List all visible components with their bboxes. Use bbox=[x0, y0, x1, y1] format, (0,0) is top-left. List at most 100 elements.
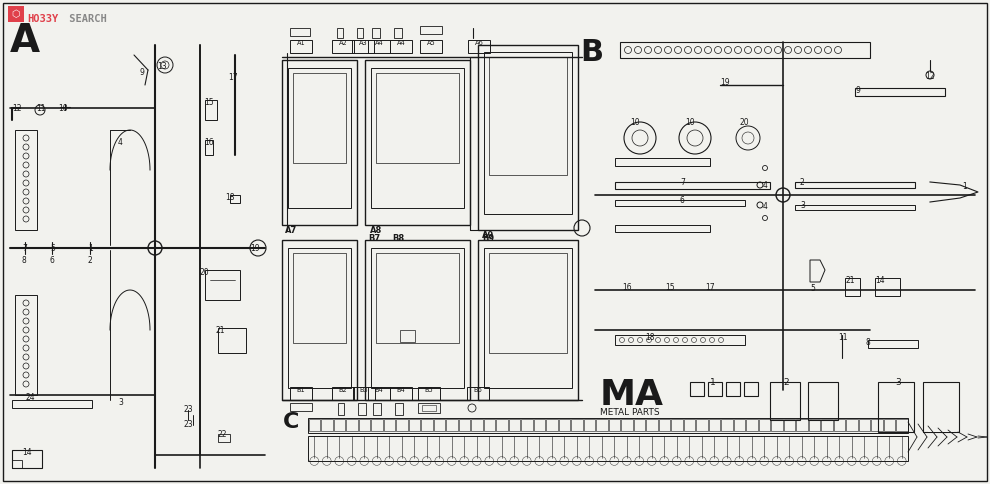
Bar bbox=[373, 403, 381, 415]
Text: A5: A5 bbox=[427, 40, 436, 46]
Text: 7: 7 bbox=[680, 178, 685, 187]
Text: 2: 2 bbox=[800, 178, 805, 187]
Bar bbox=[308, 418, 908, 433]
Bar bbox=[846, 419, 857, 431]
Text: 6: 6 bbox=[680, 196, 685, 205]
Bar bbox=[596, 419, 608, 431]
Bar bbox=[376, 73, 459, 163]
Bar bbox=[671, 419, 682, 431]
Bar bbox=[368, 40, 390, 53]
Bar bbox=[290, 28, 310, 36]
Text: 5: 5 bbox=[50, 244, 54, 253]
Bar bbox=[615, 182, 770, 189]
Text: 10: 10 bbox=[58, 104, 67, 113]
Bar bbox=[746, 419, 757, 431]
Text: 23: 23 bbox=[183, 420, 193, 429]
Text: 12: 12 bbox=[12, 104, 22, 113]
Text: B8: B8 bbox=[392, 234, 404, 243]
Bar bbox=[12, 450, 42, 468]
Bar bbox=[489, 253, 567, 353]
Text: B7: B7 bbox=[368, 234, 380, 243]
Bar bbox=[218, 434, 230, 442]
Bar bbox=[371, 419, 382, 431]
Bar bbox=[734, 419, 745, 431]
Text: A2: A2 bbox=[339, 40, 347, 46]
Text: 8: 8 bbox=[22, 256, 27, 265]
Bar bbox=[726, 382, 740, 396]
Text: 15: 15 bbox=[665, 283, 674, 292]
Bar bbox=[758, 419, 770, 431]
Bar bbox=[358, 419, 370, 431]
Text: 14: 14 bbox=[875, 276, 885, 285]
Text: 10: 10 bbox=[685, 118, 695, 127]
Text: 11: 11 bbox=[838, 333, 847, 342]
Bar bbox=[230, 195, 240, 203]
Text: 19: 19 bbox=[720, 78, 730, 87]
Text: A6: A6 bbox=[474, 40, 483, 46]
Bar bbox=[896, 419, 908, 431]
Bar bbox=[855, 88, 945, 96]
Text: METAL PARTS: METAL PARTS bbox=[600, 408, 659, 417]
Bar bbox=[293, 253, 346, 343]
Bar bbox=[446, 419, 457, 431]
Bar bbox=[352, 40, 374, 53]
Bar bbox=[390, 40, 412, 53]
Text: B4: B4 bbox=[374, 387, 383, 393]
Bar bbox=[615, 158, 710, 166]
Bar bbox=[418, 403, 440, 413]
Text: MA: MA bbox=[600, 378, 664, 412]
Bar bbox=[205, 100, 217, 120]
Bar bbox=[368, 387, 390, 400]
Text: A4: A4 bbox=[397, 40, 405, 46]
Bar bbox=[774, 392, 796, 420]
Bar bbox=[12, 460, 22, 468]
Bar bbox=[434, 419, 445, 431]
Bar bbox=[290, 40, 312, 53]
Bar bbox=[478, 240, 578, 400]
Bar bbox=[534, 419, 545, 431]
Text: 14: 14 bbox=[22, 448, 32, 457]
Text: 24: 24 bbox=[25, 393, 35, 402]
Bar bbox=[395, 403, 403, 415]
Text: 19: 19 bbox=[250, 244, 259, 253]
Bar bbox=[288, 248, 351, 388]
Bar bbox=[338, 403, 344, 415]
Bar bbox=[871, 419, 882, 431]
Text: 3: 3 bbox=[895, 378, 901, 387]
Bar bbox=[709, 419, 720, 431]
Bar bbox=[418, 387, 440, 400]
Bar bbox=[321, 419, 333, 431]
Bar bbox=[721, 419, 733, 431]
Text: 13: 13 bbox=[157, 62, 166, 71]
Bar bbox=[332, 40, 354, 53]
Bar bbox=[845, 278, 860, 296]
Text: 10: 10 bbox=[630, 118, 640, 127]
Text: 4: 4 bbox=[118, 138, 123, 147]
Text: 23: 23 bbox=[183, 405, 193, 414]
Bar bbox=[15, 130, 37, 230]
Text: 17: 17 bbox=[705, 283, 715, 292]
Text: 20: 20 bbox=[200, 268, 210, 277]
Text: 1: 1 bbox=[710, 378, 716, 387]
Bar bbox=[288, 68, 351, 208]
Text: 20: 20 bbox=[740, 118, 749, 127]
Bar bbox=[290, 403, 312, 411]
Bar bbox=[696, 419, 708, 431]
Text: B4: B4 bbox=[397, 387, 405, 393]
Text: 1: 1 bbox=[88, 244, 93, 253]
Text: 12: 12 bbox=[925, 72, 935, 81]
Bar bbox=[484, 52, 572, 214]
Bar bbox=[390, 387, 412, 400]
Text: B: B bbox=[580, 38, 603, 67]
Text: 8: 8 bbox=[866, 338, 871, 347]
Bar bbox=[458, 419, 470, 431]
Bar bbox=[812, 392, 834, 420]
Text: 16: 16 bbox=[622, 283, 632, 292]
Text: B5: B5 bbox=[425, 387, 434, 393]
Bar bbox=[620, 42, 870, 58]
Bar bbox=[868, 340, 918, 348]
Bar bbox=[357, 28, 363, 38]
Bar bbox=[400, 330, 415, 342]
Text: 6: 6 bbox=[50, 256, 54, 265]
Bar bbox=[658, 419, 670, 431]
